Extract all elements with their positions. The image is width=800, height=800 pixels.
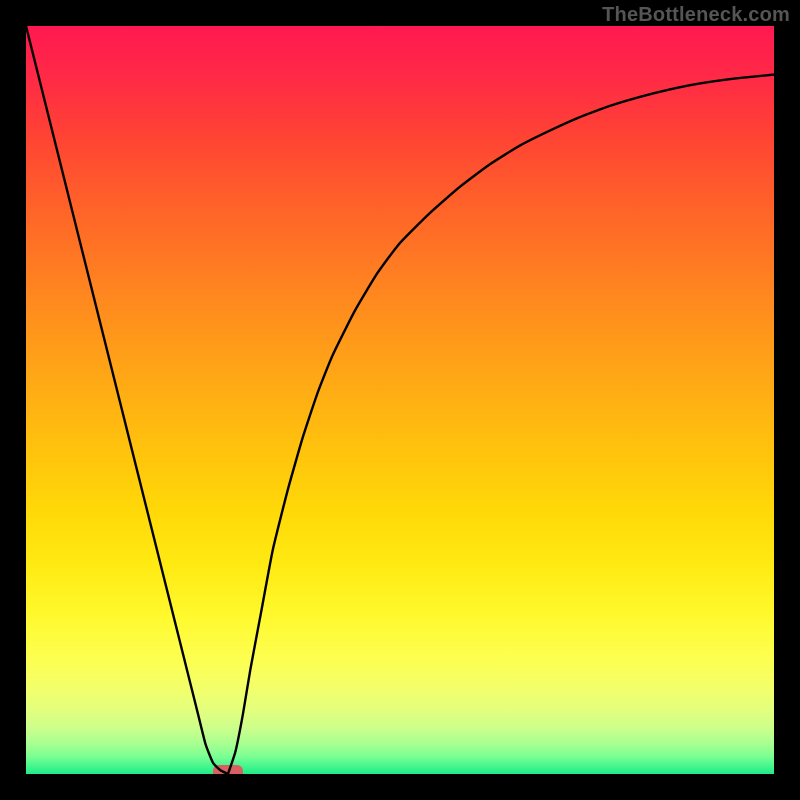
watermark-text: TheBottleneck.com xyxy=(602,4,790,27)
plot-area xyxy=(26,26,774,774)
gradient-background xyxy=(26,26,774,774)
chart-root: TheBottleneck.com xyxy=(0,0,800,800)
plot-svg xyxy=(26,26,774,774)
